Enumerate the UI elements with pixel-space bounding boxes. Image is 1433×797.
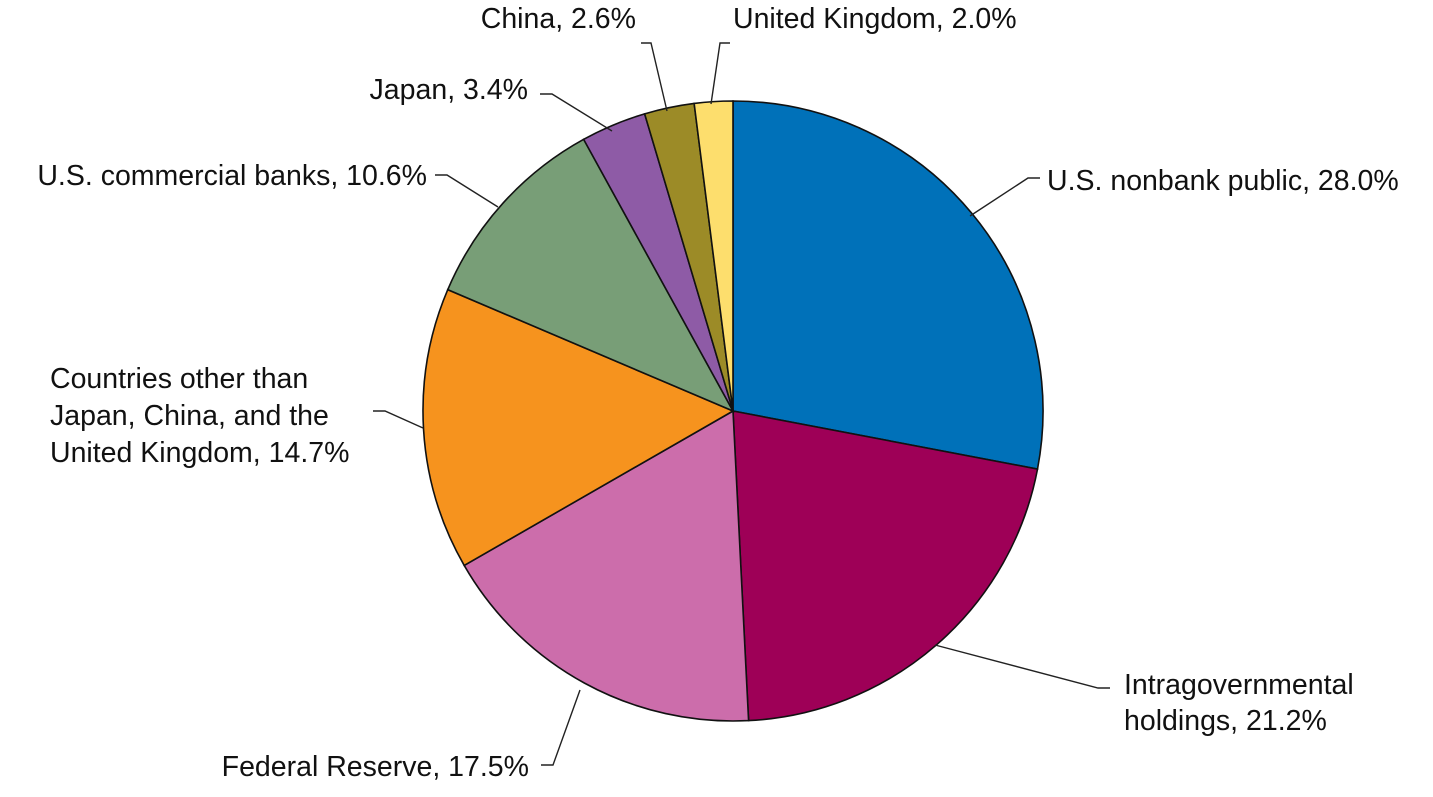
pie-slice-u-s-commercial-banks — [446, 138, 735, 413]
pie-slice-federal-reserve — [463, 409, 750, 722]
leader-line — [641, 42, 668, 112]
slice-label: U.S. commercial banks, 10.6% — [37, 160, 427, 192]
slice-label: Japan, 3.4% — [370, 74, 528, 106]
pie-slice-u-s-nonbank-public — [732, 100, 1044, 471]
pie-slice-united-kingdom — [693, 100, 734, 412]
pie-slice-countries-other-than-japan-china-and-the-united-kingdom — [422, 288, 735, 567]
slice-label: U.S. nonbank public, 28.0% — [1047, 165, 1399, 197]
slice-label-line: China, 2.6% — [481, 3, 636, 35]
leader-line — [969, 177, 1040, 217]
slice-label-line: Japan, 3.4% — [370, 74, 528, 106]
slice-label: Federal Reserve, 17.5% — [222, 751, 529, 783]
slice-label-line: Intragovernmental — [1124, 669, 1354, 701]
leader-line — [541, 689, 581, 766]
slice-label-line: Japan, China, and the — [50, 400, 329, 432]
slice-label-line: Federal Reserve, 17.5% — [222, 751, 529, 783]
leader-line — [373, 410, 424, 429]
slice-label-line: holdings, 21.2% — [1124, 705, 1327, 737]
slice-label-line: Countries other than — [50, 363, 308, 395]
slice-label: United Kingdom, 2.0% — [733, 3, 1017, 35]
leader-line — [540, 93, 613, 132]
pie-slices — [422, 100, 1044, 722]
slice-label: Intragovernmental holdings, 21.2% — [1124, 669, 1354, 737]
slice-label: China, 2.6% — [481, 3, 636, 35]
slice-label-line: U.S. commercial banks, 10.6% — [37, 160, 427, 192]
leader-lines — [373, 42, 1110, 766]
leader-line — [435, 174, 499, 208]
slice-label: Countries other than Japan, China, and th… — [50, 363, 349, 469]
slice-labels: U.S. nonbank public, 28.0% Intragovernmen… — [37, 3, 1398, 783]
slice-label-line: United Kingdom, 14.7% — [50, 437, 349, 469]
slice-label-line: U.S. nonbank public, 28.0% — [1047, 165, 1399, 197]
slice-label-line: United Kingdom, 2.0% — [733, 3, 1017, 35]
leader-line — [710, 42, 730, 105]
leader-line — [934, 644, 1110, 689]
